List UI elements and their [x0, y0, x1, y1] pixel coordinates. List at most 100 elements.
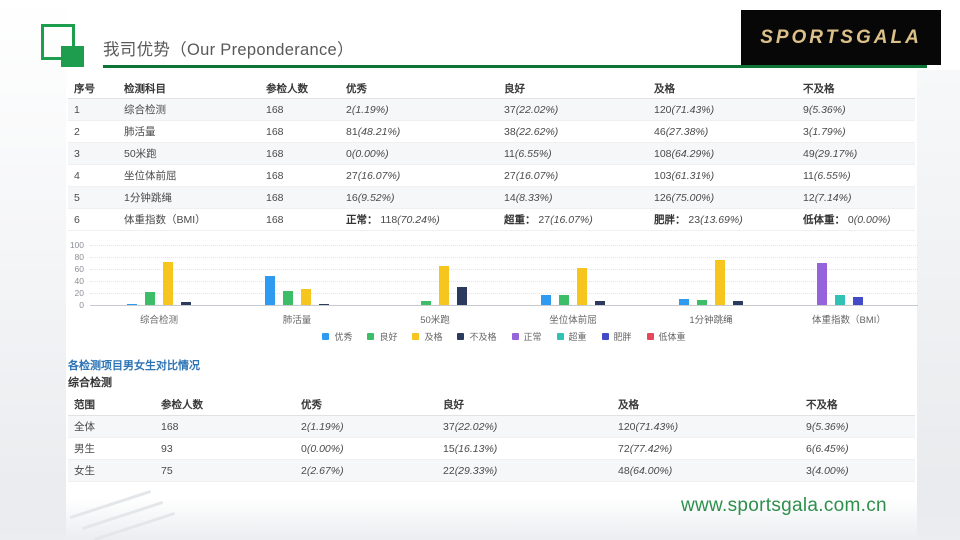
bg-left-gradient — [0, 0, 66, 540]
table-cell: 168 — [266, 104, 284, 116]
table-row: 4 坐位体前屈 168 27(16.07%) 27(16.07%) 103(61.31%)… — [68, 165, 915, 187]
bar — [127, 304, 137, 305]
table-cell: 肥胖： 23(13.69%) — [654, 214, 743, 226]
page-title: 我司优势（Our Preponderance） — [103, 41, 354, 59]
legend-label: 不及格 — [469, 332, 497, 342]
legend-label: 及格 — [424, 332, 443, 342]
section-subtitle: 综合检测 — [68, 377, 112, 389]
table-row: 全体 168 2(1.19%) 37(22.02%) 120(71.43%) 9(5.36… — [68, 416, 915, 438]
table-cell: 6 — [74, 214, 80, 226]
table-cell: 46(27.38%) — [654, 126, 709, 138]
table-cell: 168 — [161, 421, 179, 433]
table-header-cell: 及格 — [654, 83, 675, 95]
table-cell: 168 — [266, 192, 284, 204]
table-cell: 22(29.33%) — [443, 465, 498, 477]
table-cell: 0(0.00%) — [301, 443, 344, 455]
table-cell: 168 — [266, 214, 284, 226]
table-cell: 16(9.52%) — [346, 192, 395, 204]
legend-swatch — [457, 333, 465, 340]
legend-item: 及格 — [412, 330, 442, 343]
bar — [853, 297, 863, 305]
table-cell: 37(22.02%) — [504, 104, 559, 116]
table-cell: 3(4.00%) — [806, 465, 849, 477]
table-header-cell: 参检人数 — [266, 83, 308, 95]
bar-chart: 0 20 40 60 80 100 综合检测 肺活量 50米跑 坐位体前屈 1分钟跳绳 体重指数（BM… — [68, 238, 923, 350]
summary-table: 序号 检测科目 参检人数 优秀 良好 及格 不及格 1 综合检测 168 2(1.19%) 37(22… — [68, 79, 915, 231]
table-header-row: 序号 检测科目 参检人数 优秀 良好 及格 不及格 — [68, 79, 915, 99]
bar — [181, 302, 191, 305]
gridline — [90, 257, 918, 258]
title-underline — [103, 65, 927, 68]
table-cell: 体重指数（BMI） — [124, 214, 206, 226]
table-cell: 81(48.21%) — [346, 126, 401, 138]
website-url: www.sportsgala.com.cn — [681, 495, 887, 516]
table-cell: 108(64.29%) — [654, 148, 715, 160]
legend-swatch — [556, 333, 564, 340]
legend-label: 正常 — [523, 332, 542, 342]
legend-label: 优秀 — [334, 332, 353, 342]
table-header-cell: 检测科目 — [124, 83, 166, 95]
bar — [319, 304, 329, 305]
gridline — [90, 269, 918, 270]
legend-item: 优秀 — [322, 330, 352, 343]
table-cell: 男生 — [74, 443, 95, 455]
table-row: 3 50米跑 168 0(0.00%) 11(6.55%) 108(64.29%) 49(2… — [68, 143, 915, 165]
table-cell: 48(64.00%) — [618, 465, 673, 477]
table-cell: 38(22.62%) — [504, 126, 559, 138]
legend-label: 良好 — [379, 332, 398, 342]
table-header-cell: 优秀 — [346, 83, 367, 95]
legend-label: 低体重 — [658, 332, 686, 342]
bar — [421, 301, 431, 305]
table-cell: 坐位体前屈 — [124, 170, 177, 182]
gridline — [90, 281, 918, 282]
table-cell: 4 — [74, 170, 80, 182]
bar — [817, 263, 827, 305]
title-marker-filled-square — [61, 46, 84, 67]
table-cell: 超重： 27(16.07%) — [504, 214, 593, 226]
table-header-cell: 良好 — [504, 83, 525, 95]
table-cell: 72(77.42%) — [618, 443, 673, 455]
bar — [541, 295, 551, 305]
y-axis-tick-label: 20 — [74, 288, 84, 298]
bar — [559, 295, 569, 305]
table-cell: 14(8.33%) — [504, 192, 553, 204]
table-cell: 168 — [266, 148, 284, 160]
y-axis-tick-label: 0 — [79, 300, 84, 310]
legend-swatch — [367, 333, 375, 340]
table-cell: 3(1.79%) — [803, 126, 846, 138]
y-axis-tick-label: 40 — [74, 276, 84, 286]
table-header-cell: 及格 — [618, 399, 639, 411]
table-cell: 120(71.43%) — [618, 421, 679, 433]
legend-item: 正常 — [511, 330, 542, 343]
table-cell: 2 — [74, 126, 80, 138]
table-header-row: 范围 参检人数 优秀 良好 及格 不及格 — [68, 394, 915, 416]
table-header-cell: 不及格 — [803, 83, 835, 95]
bar — [439, 266, 449, 305]
x-axis-category-label: 1分钟跳绳 — [689, 315, 733, 326]
bg-right-gradient — [917, 70, 960, 540]
table-cell: 2(1.19%) — [301, 421, 344, 433]
table-header-cell: 不及格 — [806, 399, 838, 411]
table-cell: 9(5.36%) — [806, 421, 849, 433]
bar — [301, 289, 311, 305]
x-axis-category-label: 50米跑 — [420, 315, 450, 326]
table-row: 女生 75 2(2.67%) 22(29.33%) 48(64.00%) 3(4.00%) — [68, 460, 915, 482]
bar — [679, 299, 689, 305]
bar — [577, 268, 587, 305]
table-cell: 168 — [266, 126, 284, 138]
x-axis-category-label: 肺活量 — [282, 315, 312, 326]
table-cell: 低体重： 0(0.00%) — [803, 214, 891, 226]
table-cell: 5 — [74, 192, 80, 204]
table-cell: 37(22.02%) — [443, 421, 498, 433]
section-title: 各检测项目男女生对比情况 — [68, 360, 200, 372]
bar — [835, 295, 845, 305]
table-header-cell: 序号 — [74, 83, 95, 95]
table-cell: 120(71.43%) — [654, 104, 715, 116]
table-cell: 6(6.45%) — [806, 443, 849, 455]
comparison-table: 范围 参检人数 优秀 良好 及格 不及格 全体 168 2(1.19%) 37(22.02%) 12… — [68, 394, 915, 482]
y-axis-tick-label: 60 — [74, 264, 84, 274]
title-marker-outline-square — [41, 24, 75, 60]
table-header-cell: 优秀 — [301, 399, 322, 411]
table-cell: 3 — [74, 148, 80, 160]
